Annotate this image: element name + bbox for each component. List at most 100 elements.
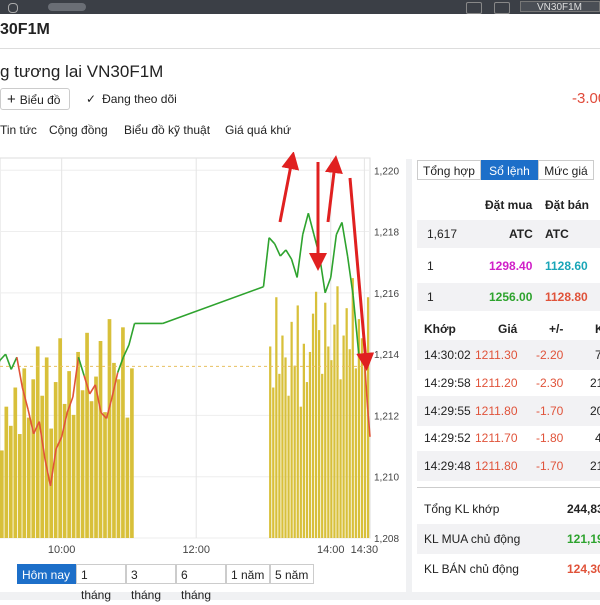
range-1y-button[interactable]: 1 năm <box>226 564 270 584</box>
toolbar-pill[interactable] <box>48 3 86 11</box>
price-segment <box>66 396 74 413</box>
tab-community[interactable]: Cộng đồng <box>49 123 108 137</box>
add-chart-button[interactable]: + Biểu đồ <box>0 88 70 110</box>
trade-time: 14:29:55 <box>424 404 471 418</box>
page-title: g tương lai VN30F1M <box>0 62 164 81</box>
volume-bar <box>44 357 49 538</box>
price-segment <box>346 255 354 297</box>
trades-price-header: Giá <box>498 322 518 336</box>
tab-summary[interactable]: Tổng hợp <box>417 160 481 180</box>
plus-icon: + <box>7 91 16 108</box>
volume-bar <box>293 365 296 538</box>
volume-bar <box>80 390 85 538</box>
summary-row: KL MUA chủ động 121,19 <box>417 524 600 554</box>
trade-row: 14:29:48 1211.80 -1.70 21 <box>417 451 600 481</box>
symbol-search-input[interactable]: VN30F1M <box>520 1 600 13</box>
price-segment <box>4 353 12 370</box>
orderbook-sell-price: 1128.80 <box>545 290 588 304</box>
price-segment <box>116 356 125 373</box>
trade-price: 1211.80 <box>475 459 518 473</box>
plus-icon[interactable] <box>494 2 510 14</box>
price-segment <box>10 356 18 370</box>
volume-bar <box>324 302 327 538</box>
price-segment <box>27 409 35 434</box>
volume-bar <box>278 373 281 538</box>
orderbook-row: 1 1256.00 1128.80 <box>417 283 600 311</box>
volume-bar <box>0 450 4 538</box>
price-segment <box>49 449 57 487</box>
volume-bar <box>333 324 336 538</box>
add-chart-label: Biểu đồ <box>19 93 61 107</box>
settings-icon[interactable] <box>8 3 18 13</box>
price-segment <box>352 295 360 355</box>
browser-toolbar: VN30F1M <box>0 0 600 14</box>
volume-bars <box>0 278 370 538</box>
orderbook-sell-price: ATC <box>545 227 569 241</box>
volume-bar <box>4 406 9 538</box>
volume-bar <box>67 371 71 538</box>
volume-bar <box>35 346 40 538</box>
summary-label: Tổng KL khớp <box>424 502 500 516</box>
tab-news[interactable]: Tin tức <box>0 123 37 137</box>
price-segment <box>55 436 63 450</box>
tab-order-book[interactable]: Sổ lệnh <box>481 160 538 180</box>
price-segment <box>273 243 282 257</box>
price-segment <box>366 409 371 437</box>
x-tick-label: 10:00 <box>48 544 76 556</box>
volume-bar <box>125 417 130 538</box>
orderbook-qty: 1,617 <box>427 227 458 241</box>
trade-price: 1211.80 <box>475 404 518 418</box>
trade-row: 14:29:55 1211.80 -1.70 20 <box>417 396 600 426</box>
price-segment <box>335 222 343 235</box>
trade-time: 14:29:58 <box>424 376 471 390</box>
volume-bar <box>281 335 284 538</box>
price-segment <box>262 237 270 287</box>
trades-change-header: +/- <box>549 322 564 336</box>
y-axis-ticks: 1,220 1,218 1,216 1,214 1,212 1,210 1,208 <box>374 166 399 545</box>
grid-icon[interactable] <box>466 2 482 14</box>
tab-price-levels[interactable]: Mức giá <box>538 160 594 180</box>
summary-row: KL BÁN chủ động 124,30 <box>417 554 600 584</box>
volume-bar <box>121 327 125 538</box>
trades-header: Khớp Giá +/- K <box>417 315 600 341</box>
volume-bar <box>354 368 357 538</box>
trend-arrow <box>324 155 343 223</box>
volume-bar <box>269 346 272 538</box>
volume-bar <box>40 395 45 538</box>
volume-bar <box>357 319 361 538</box>
price-segment <box>290 258 298 278</box>
price-segment <box>307 212 315 235</box>
price-change: -3.00 <box>572 90 600 107</box>
volume-bar <box>13 387 18 538</box>
price-segment <box>268 237 276 245</box>
y-tick-label: 1,218 <box>374 228 399 239</box>
tab-technical-chart[interactable]: Biểu đồ kỹ thuật <box>124 123 211 137</box>
orderbook-buy-price: ATC <box>509 227 533 241</box>
trade-volume: 21 <box>590 376 600 390</box>
y-tick-label: 1,214 <box>374 350 399 361</box>
range-1m-button[interactable]: 1 tháng <box>76 564 126 602</box>
trade-time: 14:29:52 <box>424 431 471 445</box>
window-title: 30F1M <box>0 21 50 38</box>
volume-bar <box>290 321 293 538</box>
volume-bar <box>272 387 275 538</box>
summary-divider <box>417 487 600 488</box>
y-tick-label: 1,212 <box>374 411 399 422</box>
volume-bar <box>363 357 367 538</box>
range-today-button[interactable]: Hôm nay <box>17 564 76 584</box>
x-tick-label: 14:00 <box>317 544 345 556</box>
follow-button[interactable]: ✓ Đang theo dõi <box>86 92 177 106</box>
volume-bar <box>85 332 89 538</box>
price-segment <box>301 212 310 235</box>
y-tick-label: 1,208 <box>374 534 399 545</box>
follow-label: Đang theo dõi <box>102 92 177 106</box>
range-6m-button[interactable]: 6 tháng <box>176 564 226 602</box>
range-5y-button[interactable]: 5 năm <box>270 564 314 584</box>
range-3m-button[interactable]: 3 tháng <box>126 564 176 602</box>
tab-historical-price[interactable]: Giá quá khứ <box>225 123 292 137</box>
trade-price: 1211.30 <box>475 348 518 362</box>
volume-bar <box>296 305 299 538</box>
volume-bar <box>103 412 107 538</box>
price-segment <box>162 285 264 325</box>
x-tick-label: 14:30 <box>351 544 379 556</box>
